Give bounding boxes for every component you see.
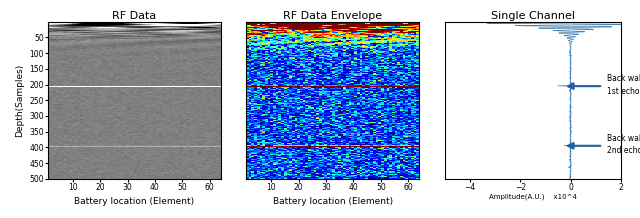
Title: RF Data Envelope: RF Data Envelope bbox=[284, 11, 382, 21]
Title: RF Data: RF Data bbox=[112, 11, 157, 21]
X-axis label: Battery location (Element): Battery location (Element) bbox=[273, 198, 393, 206]
Y-axis label: Depth(Samples): Depth(Samples) bbox=[15, 64, 24, 137]
Text: Back wall: Back wall bbox=[607, 74, 640, 83]
Text: Back wall: Back wall bbox=[607, 134, 640, 143]
Title: Single Channel: Single Channel bbox=[491, 11, 575, 21]
Text: 1st echo: 1st echo bbox=[607, 87, 639, 96]
Text: 2nd echo: 2nd echo bbox=[607, 146, 640, 155]
X-axis label: Amplitude(A.U.)    x10^4: Amplitude(A.U.) x10^4 bbox=[489, 193, 577, 200]
X-axis label: Battery location (Element): Battery location (Element) bbox=[74, 198, 195, 206]
